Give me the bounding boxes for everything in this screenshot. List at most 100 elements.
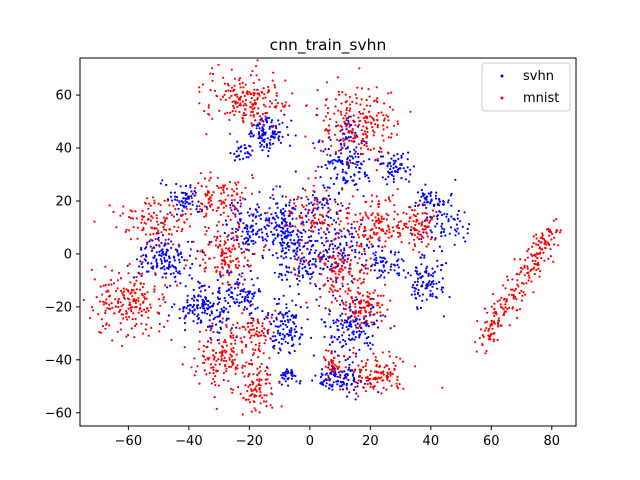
- scatter-point-mnist: [224, 365, 227, 368]
- scatter-point-svhn: [229, 152, 232, 155]
- scatter-point-svhn: [281, 121, 284, 124]
- scatter-point-mnist: [362, 125, 365, 128]
- scatter-point-mnist: [520, 289, 523, 292]
- scatter-point-svhn: [352, 236, 355, 239]
- scatter-point-svhn: [227, 293, 231, 296]
- scatter-point-mnist: [313, 216, 316, 220]
- scatter-point-svhn: [236, 221, 239, 224]
- scatter-point-svhn: [272, 132, 275, 135]
- scatter-point-svhn: [295, 233, 299, 236]
- scatter-point-svhn: [342, 338, 345, 341]
- scatter-point-mnist: [181, 227, 184, 231]
- scatter-point-svhn: [438, 281, 441, 284]
- scatter-point-svhn: [179, 185, 182, 188]
- scatter-point-mnist: [347, 271, 350, 274]
- scatter-point-mnist: [110, 302, 113, 305]
- scatter-point-mnist: [374, 216, 377, 219]
- scatter-point-mnist: [377, 219, 380, 222]
- scatter-point-mnist: [365, 126, 368, 129]
- scatter-point-mnist: [342, 276, 345, 279]
- scatter-point-svhn: [227, 234, 230, 237]
- scatter-point-svhn: [390, 173, 393, 176]
- scatter-point-svhn: [178, 270, 181, 273]
- scatter-point-mnist: [379, 147, 383, 150]
- scatter-point-svhn: [381, 176, 384, 179]
- scatter-point-svhn: [447, 218, 450, 221]
- scatter-point-mnist: [387, 225, 390, 228]
- scatter-point-mnist: [255, 74, 258, 77]
- scatter-point-mnist: [229, 255, 232, 258]
- scatter-point-mnist: [247, 325, 250, 328]
- scatter-point-mnist: [258, 378, 261, 381]
- scatter-point-mnist: [366, 295, 369, 298]
- scatter-point-mnist: [132, 298, 135, 301]
- scatter-point-mnist: [270, 102, 273, 105]
- scatter-point-mnist: [493, 314, 496, 318]
- scatter-point-mnist: [244, 248, 248, 251]
- scatter-point-mnist: [227, 194, 230, 197]
- scatter-point-svhn: [325, 237, 328, 240]
- scatter-point-svhn: [416, 284, 419, 287]
- scatter-point-svhn: [379, 274, 383, 277]
- scatter-point-svhn: [442, 203, 445, 206]
- scatter-point-mnist: [366, 267, 369, 270]
- scatter-point-mnist: [161, 221, 164, 225]
- scatter-point-svhn: [198, 282, 201, 285]
- scatter-point-svhn: [280, 212, 283, 215]
- scatter-point-mnist: [548, 243, 551, 246]
- scatter-point-mnist: [357, 395, 360, 398]
- scatter-point-mnist: [253, 407, 256, 410]
- scatter-point-svhn: [309, 267, 312, 270]
- scatter-point-mnist: [232, 334, 235, 337]
- scatter-point-svhn: [287, 384, 290, 387]
- scatter-point-mnist: [522, 282, 525, 285]
- scatter-point-svhn: [376, 159, 379, 162]
- scatter-point-mnist: [166, 319, 169, 322]
- scatter-point-svhn: [441, 227, 444, 230]
- scatter-point-mnist: [552, 219, 556, 222]
- scatter-point-svhn: [360, 142, 363, 145]
- scatter-point-mnist: [510, 288, 513, 291]
- scatter-point-mnist: [157, 223, 160, 226]
- scatter-point-svhn: [339, 148, 343, 151]
- scatter-point-mnist: [370, 213, 373, 217]
- scatter-point-svhn: [261, 134, 265, 137]
- scatter-point-svhn: [320, 368, 324, 371]
- scatter-point-svhn: [402, 269, 405, 272]
- x-tick-label: −60: [115, 434, 142, 449]
- scatter-point-mnist: [327, 107, 330, 110]
- scatter-point-svhn: [254, 241, 257, 244]
- scatter-point-svhn: [349, 175, 352, 178]
- scatter-point-svhn: [188, 308, 191, 311]
- scatter-point-mnist: [228, 283, 232, 286]
- scatter-point-mnist: [364, 263, 367, 266]
- scatter-point-svhn: [287, 133, 290, 136]
- scatter-point-svhn: [270, 121, 273, 124]
- scatter-point-mnist: [339, 252, 342, 256]
- scatter-point-mnist: [229, 111, 232, 114]
- scatter-point-svhn: [186, 304, 189, 308]
- scatter-point-mnist: [501, 306, 504, 309]
- scatter-point-svhn: [275, 133, 278, 136]
- scatter-point-svhn: [261, 256, 264, 260]
- scatter-point-mnist: [253, 252, 256, 256]
- scatter-point-mnist: [229, 329, 232, 332]
- x-tick-label: 20: [362, 434, 379, 449]
- scatter-point-mnist: [238, 104, 241, 107]
- scatter-point-mnist: [307, 262, 310, 265]
- scatter-point-svhn: [282, 207, 285, 210]
- scatter-point-svhn: [223, 231, 226, 235]
- scatter-point-svhn: [265, 232, 268, 235]
- scatter-point-svhn: [344, 147, 348, 150]
- scatter-point-svhn: [341, 204, 344, 207]
- scatter-point-svhn: [396, 153, 399, 156]
- scatter-point-mnist: [275, 92, 278, 95]
- scatter-point-mnist: [536, 257, 539, 260]
- scatter-point-svhn: [263, 317, 266, 321]
- scatter-point-svhn: [247, 237, 250, 240]
- scatter-point-mnist: [220, 357, 223, 360]
- scatter-point-mnist: [416, 212, 419, 216]
- scatter-point-svhn: [435, 191, 438, 194]
- scatter-point-mnist: [116, 301, 120, 304]
- scatter-point-mnist: [532, 242, 535, 245]
